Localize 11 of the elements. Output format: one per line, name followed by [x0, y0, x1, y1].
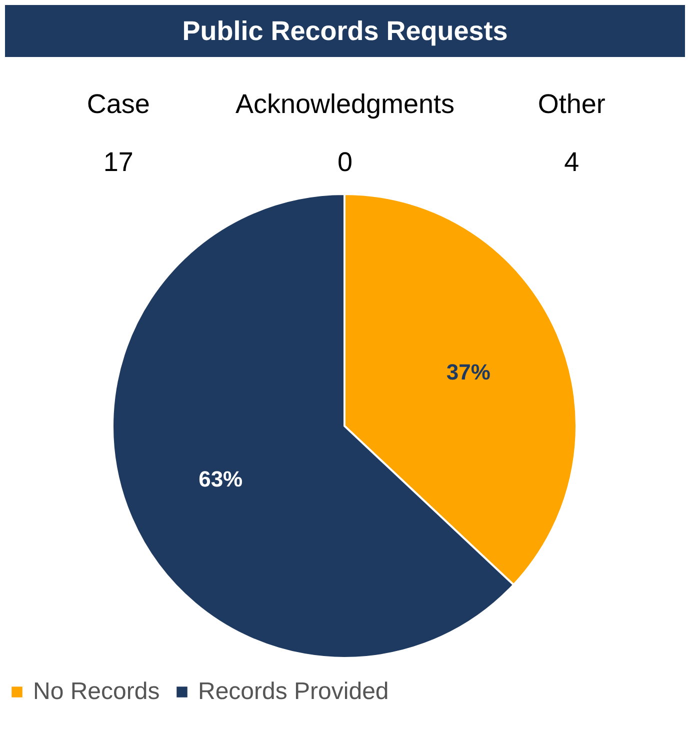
- legend-label: No Records: [33, 678, 160, 705]
- data-label: 37%: [446, 359, 490, 384]
- category-label: Other: [538, 89, 606, 119]
- category-label: Acknowledgments: [235, 89, 455, 119]
- legend-label: Records Provided: [198, 678, 389, 705]
- data-label: 63%: [198, 466, 243, 492]
- text: Public Records Requests: [182, 16, 508, 46]
- category-label: Case: [86, 89, 150, 119]
- data-label: 17: [103, 147, 134, 177]
- data-label: 4: [564, 147, 580, 177]
- data-label: 0: [337, 147, 353, 177]
